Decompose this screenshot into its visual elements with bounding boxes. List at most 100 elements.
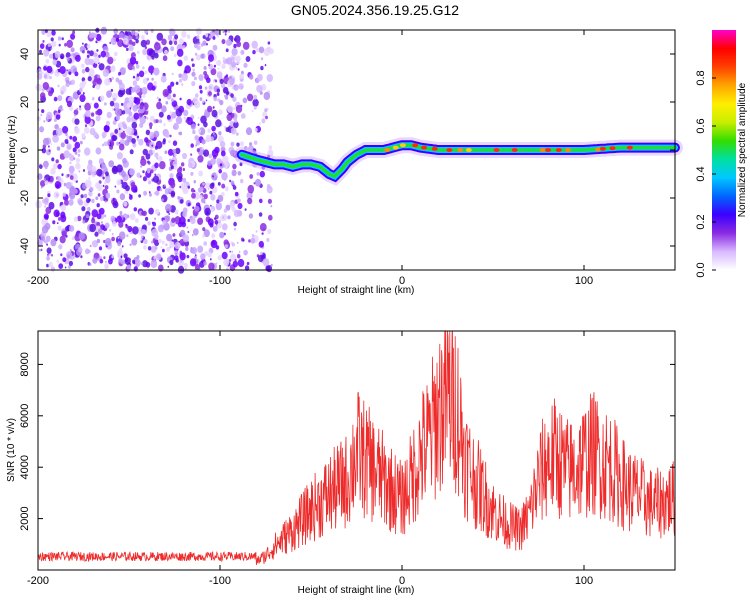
noise-blob [158, 238, 162, 244]
noise-blob [219, 99, 224, 106]
noise-blob [156, 101, 163, 110]
noise-blob [98, 84, 101, 87]
noise-blob [46, 255, 50, 261]
noise-blob [259, 170, 265, 178]
noise-blob [159, 161, 166, 170]
noise-blob [237, 171, 242, 176]
noise-blob [187, 202, 191, 207]
noise-blob [52, 163, 58, 170]
noise-blob [88, 176, 91, 180]
noise-blob [230, 127, 237, 135]
noise-blob [210, 158, 216, 166]
noise-blob [147, 221, 151, 226]
noise-blob [235, 67, 238, 69]
noise-blob [71, 173, 78, 182]
noise-blob [69, 154, 75, 162]
noise-blob [93, 56, 100, 64]
noise-blob [229, 179, 232, 183]
ridge-hotspot [555, 148, 562, 152]
noise-blob [128, 91, 132, 95]
noise-blob [125, 223, 128, 227]
noise-blob [165, 101, 169, 105]
noise-blob [233, 221, 237, 227]
noise-blob [229, 250, 231, 253]
noise-blob [217, 35, 220, 38]
noise-blob [52, 220, 56, 225]
noise-blob [197, 41, 200, 44]
noise-blob [151, 77, 154, 81]
noise-blob [130, 181, 136, 188]
noise-blob [268, 48, 274, 55]
noise-blob [208, 63, 211, 67]
noise-blob [186, 34, 191, 39]
noise-blob [140, 39, 147, 48]
noise-blob [97, 228, 103, 234]
noise-blob [85, 179, 92, 188]
noise-blob [126, 102, 132, 109]
noise-blob [51, 40, 57, 48]
noise-blob [215, 262, 218, 265]
noise-blob [77, 153, 81, 157]
noise-blob [118, 258, 122, 262]
noise-blob [114, 108, 121, 116]
noise-blob [55, 193, 59, 197]
noise-blob [103, 256, 106, 259]
colorbar-scale [712, 30, 736, 270]
noise-blob [128, 96, 135, 103]
noise-blob [50, 143, 53, 146]
noise-blob [214, 79, 218, 83]
noise-blob [221, 251, 228, 260]
noise-blob [160, 246, 163, 249]
noise-blob [202, 35, 206, 39]
noise-blob [129, 149, 134, 155]
noise-blob [128, 39, 133, 45]
noise-blob [41, 88, 45, 92]
noise-blob [56, 222, 59, 225]
noise-blob [54, 51, 61, 59]
ridge-hotspot [545, 148, 552, 152]
noise-blob [263, 48, 271, 57]
noise-blob [239, 73, 244, 80]
noise-blob [56, 146, 61, 151]
noise-blob [148, 122, 153, 127]
snr-x-ticks: -200 -100 0 100 [27, 331, 593, 587]
noise-blob [153, 80, 158, 86]
noise-blob [55, 159, 59, 164]
noise-blob [157, 142, 161, 147]
noise-blob [57, 225, 62, 231]
noise-blob [240, 113, 246, 119]
noise-blob [91, 209, 99, 218]
noise-blob [258, 212, 263, 217]
noise-blob [146, 77, 149, 81]
noise-blob [159, 188, 163, 192]
noise-blob [68, 192, 73, 197]
noise-blob [117, 241, 122, 247]
noise-blob [201, 139, 206, 145]
snr-y-tick-label: 2000 [19, 506, 31, 530]
noise-blob [155, 253, 162, 261]
noise-blob [229, 78, 235, 86]
noise-blob [169, 241, 175, 248]
noise-blob [142, 66, 145, 70]
noise-blob [225, 48, 229, 53]
noise-blob [199, 89, 203, 94]
noise-blob [77, 149, 81, 153]
noise-blob [267, 198, 272, 204]
noise-blob [120, 256, 123, 259]
noise-blob [86, 43, 91, 49]
noise-blob [170, 46, 175, 52]
noise-blob [224, 126, 227, 129]
noise-blob [222, 30, 225, 34]
noise-blob [197, 116, 200, 119]
noise-blob [136, 135, 140, 139]
noise-blob [254, 127, 258, 132]
noise-blob [66, 56, 70, 62]
noise-blob [201, 197, 206, 204]
noise-blob [145, 39, 151, 45]
noise-blob [173, 53, 177, 58]
noise-blob [57, 163, 62, 170]
noise-blob [161, 240, 165, 245]
ridge-hotspot [465, 148, 472, 152]
noise-blob [121, 110, 126, 115]
colorbar-tick-label: 0.4 [695, 166, 707, 181]
